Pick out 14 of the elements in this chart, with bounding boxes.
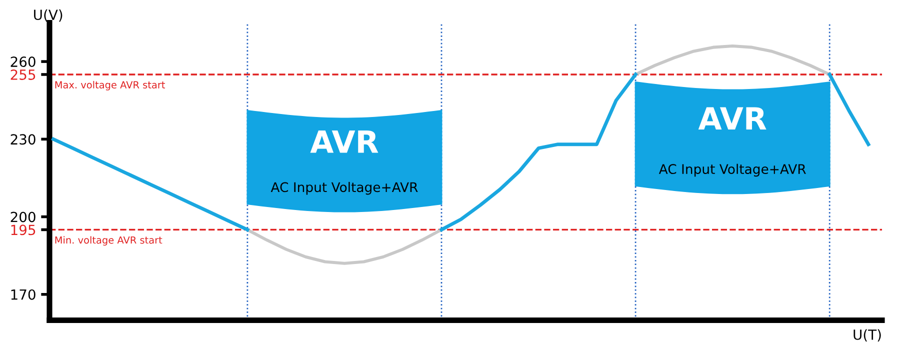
annotation: AVR xyxy=(310,130,378,153)
y-tick-label: 170 xyxy=(11,289,36,300)
ref-line-label: Min. voltage AVR start xyxy=(55,236,162,246)
y-tick-label: 200 xyxy=(10,212,36,222)
y-tick-label: 195 xyxy=(11,224,36,236)
y-tick-label: 260 xyxy=(10,56,36,68)
annotation: AC Input Voltage+AVR xyxy=(270,182,418,195)
y-tick-label: 230 xyxy=(10,134,36,145)
y-axis-title: U(V) xyxy=(34,9,62,22)
x-axis-title: U(T) xyxy=(854,329,881,342)
y-tick-label: 255 xyxy=(10,69,36,80)
ref-line-label: Max. voltage AVR start xyxy=(55,80,165,90)
annotation: AC Input Voltage+AVR xyxy=(658,164,806,177)
annotation: AVR xyxy=(698,107,766,130)
